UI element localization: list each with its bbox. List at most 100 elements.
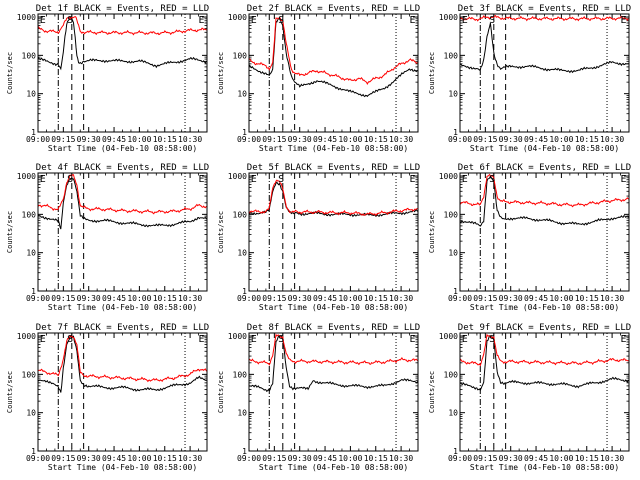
detector-panel-6: Det 6f BLACK = Events, RED = LLD Counts/s… <box>428 163 631 312</box>
x-tick-label: 09:15 <box>473 135 497 144</box>
x-tick-label: 10:30 <box>600 135 624 144</box>
series-line-events <box>459 335 630 392</box>
x-tick-label: 10:15 <box>364 135 388 144</box>
series-line-lld <box>459 14 630 22</box>
x-tick-label: 10:15 <box>575 135 599 144</box>
x-tick-label: 10:30 <box>389 294 413 303</box>
y-axis-label: Counts/sec <box>428 52 436 94</box>
e-marker: E <box>199 334 205 345</box>
y-tick-label: 10 <box>237 90 247 99</box>
panel-title: Det 3f BLACK = Events, RED = LLD <box>458 4 631 14</box>
y-tick-label: 1000 <box>228 13 247 22</box>
x-tick-label: 09:45 <box>313 294 337 303</box>
series-line-lld <box>248 333 419 366</box>
x-tick-label: 09:00 <box>26 294 50 303</box>
x-tick-label: 09:00 <box>448 454 472 463</box>
x-axis-label: Start Time (04-Feb-10 08:58:00) <box>470 463 619 472</box>
s-marker: S <box>489 15 495 26</box>
x-tick-label: 09:45 <box>102 454 126 463</box>
x-tick-label: 09:00 <box>237 294 261 303</box>
x-tick-label: 10:30 <box>600 454 624 463</box>
y-tick-label: 1 <box>453 447 458 456</box>
e-marker: E <box>621 174 627 185</box>
y-tick-label: 100 <box>444 210 459 219</box>
e-marker: E <box>40 334 46 345</box>
series-line-events <box>37 176 208 230</box>
x-tick-label: 10:15 <box>153 454 177 463</box>
plot-frame <box>459 332 630 452</box>
series-line-lld <box>37 335 208 383</box>
series-line-lld <box>248 179 419 217</box>
y-tick-label: 1 <box>31 287 36 296</box>
x-tick-label: 09:15 <box>473 454 497 463</box>
panel-title: Det 4f BLACK = Events, RED = LLD <box>36 163 209 173</box>
panel-title: Det 8f BLACK = Events, RED = LLD <box>247 323 420 333</box>
x-tick-label: 10:15 <box>575 294 599 303</box>
x-tick-label: 10:00 <box>127 135 151 144</box>
e-marker: E <box>199 174 205 185</box>
detector-panel-9: Det 9f BLACK = Events, RED = LLD Counts/s… <box>428 323 631 472</box>
panel-title: Det 2f BLACK = Events, RED = LLD <box>247 4 420 14</box>
e-marker: E <box>462 174 468 185</box>
s-marker: S <box>67 15 73 26</box>
e-marker: E <box>462 15 468 26</box>
series-line-events <box>37 16 208 71</box>
y-tick-label: 100 <box>444 370 459 379</box>
x-tick-label: 09:15 <box>262 454 286 463</box>
e-marker: E <box>199 15 205 26</box>
y-axis-label: Counts/sec <box>217 371 225 413</box>
s-marker: S <box>67 174 73 185</box>
y-tick-label: 100 <box>22 51 37 60</box>
e-marker: E <box>251 174 257 185</box>
series-line-events <box>248 335 419 393</box>
series-line-lld <box>459 333 630 367</box>
s-marker: S <box>67 334 73 345</box>
x-tick-label: 10:00 <box>127 294 151 303</box>
s-marker: S <box>489 334 495 345</box>
x-tick-label: 09:15 <box>51 454 75 463</box>
x-tick-label: 09:45 <box>524 454 548 463</box>
x-axis-label: Start Time (04-Feb-10 08:58:00) <box>259 463 408 472</box>
x-axis-label: Start Time (04-Feb-10 08:58:00) <box>259 144 408 153</box>
x-tick-label: 09:30 <box>288 454 312 463</box>
y-tick-label: 10 <box>448 249 458 258</box>
x-axis-label: Start Time (04-Feb-10 08:58:00) <box>259 303 408 312</box>
e-marker: E <box>462 334 468 345</box>
y-tick-label: 10 <box>26 90 36 99</box>
x-tick-label: 09:30 <box>77 135 101 144</box>
y-tick-label: 100 <box>233 51 248 60</box>
e-marker: E <box>410 334 416 345</box>
panel-title: Det 1f BLACK = Events, RED = LLD <box>36 4 209 14</box>
y-axis-label: Counts/sec <box>428 371 436 413</box>
x-tick-label: 10:15 <box>153 135 177 144</box>
series-line-events <box>459 22 630 74</box>
x-axis-label: Start Time (04-Feb-10 08:58:00) <box>48 303 197 312</box>
y-tick-label: 1 <box>453 128 458 137</box>
x-tick-label: 09:30 <box>288 135 312 144</box>
x-tick-label: 10:00 <box>338 454 362 463</box>
x-tick-label: 09:15 <box>51 294 75 303</box>
series-line-lld <box>459 173 630 208</box>
series-line-lld <box>248 16 419 85</box>
y-axis-label: Counts/sec <box>217 52 225 94</box>
y-tick-label: 10 <box>26 409 36 418</box>
y-axis-label: Counts/sec <box>6 211 14 253</box>
x-tick-label: 09:45 <box>102 135 126 144</box>
y-tick-label: 1 <box>31 128 36 137</box>
panel-title: Det 6f BLACK = Events, RED = LLD <box>458 163 631 173</box>
detector-panel-4: Det 4f BLACK = Events, RED = LLD Counts/s… <box>6 163 209 312</box>
panel-title: Det 7f BLACK = Events, RED = LLD <box>36 323 209 333</box>
detector-panel-2: Det 2f BLACK = Events, RED = LLD Counts/s… <box>217 4 420 153</box>
x-tick-label: 10:15 <box>575 454 599 463</box>
s-marker: S <box>489 174 495 185</box>
plot-frame <box>459 13 630 133</box>
e-marker: E <box>40 174 46 185</box>
y-tick-label: 100 <box>22 210 37 219</box>
series-line-events <box>37 335 208 393</box>
x-tick-label: 09:45 <box>524 135 548 144</box>
y-axis-label: Counts/sec <box>6 371 14 413</box>
detector-panel-1: Det 1f BLACK = Events, RED = LLD Counts/s… <box>6 4 209 153</box>
x-axis-label: Start Time (04-Feb-10 08:58:00) <box>48 144 197 153</box>
x-axis-label: Start Time (04-Feb-10 08:58:00) <box>48 463 197 472</box>
